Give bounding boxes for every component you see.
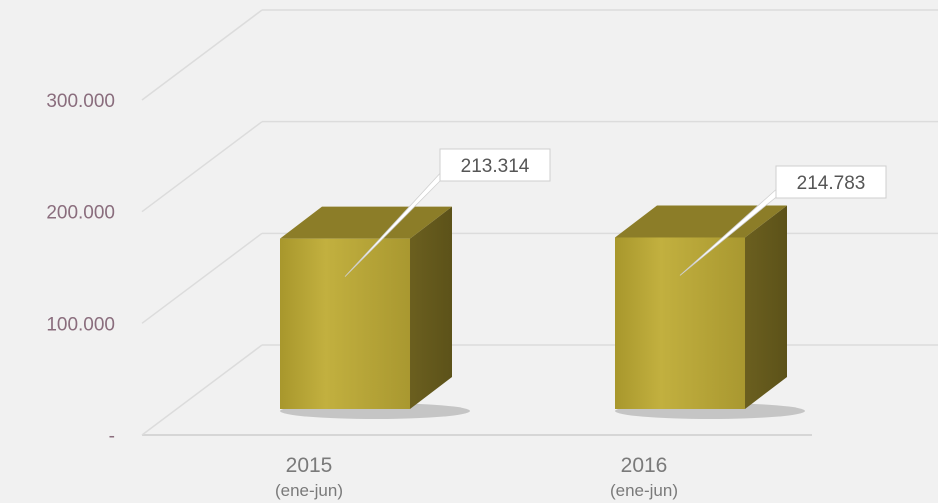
y-tick-label: 300.000 [46, 91, 115, 112]
bar-2015: 213.314 [280, 148, 551, 419]
bar-2016: 214.783 [615, 165, 887, 419]
y-tick-label: 100.000 [46, 314, 115, 335]
bar-top-face [615, 205, 787, 238]
bar-side-face [745, 205, 787, 409]
bar-side-face [410, 206, 452, 409]
x-tick-label: 2015 [286, 454, 333, 477]
bar-front-face [280, 238, 410, 409]
bar-top-face [280, 206, 452, 239]
gridline-diagonal [141, 121, 263, 213]
data-label: 213.314 [461, 156, 530, 177]
x-axis: 2015 (ene-jun) 2016 (ene-jun) [275, 454, 678, 500]
gridline-diagonal [141, 9, 263, 101]
x-tick-sublabel: (ene-jun) [275, 481, 343, 500]
x-tick-sublabel: (ene-jun) [610, 481, 678, 500]
gridlines [141, 9, 938, 436]
y-tick-label: - [109, 426, 115, 447]
data-label: 214.783 [797, 173, 866, 194]
gridline-diagonal [141, 232, 263, 324]
data-label-box [439, 148, 551, 182]
data-label-box [775, 165, 887, 199]
y-axis: - 100.000 200.000 300.000 [46, 91, 115, 447]
gridline-diagonal [141, 344, 263, 436]
bars: 213.314 214.783 [280, 148, 887, 419]
bar-front-face [615, 237, 745, 409]
x-tick-label: 2016 [621, 454, 668, 477]
y-tick-label: 200.000 [46, 203, 115, 224]
